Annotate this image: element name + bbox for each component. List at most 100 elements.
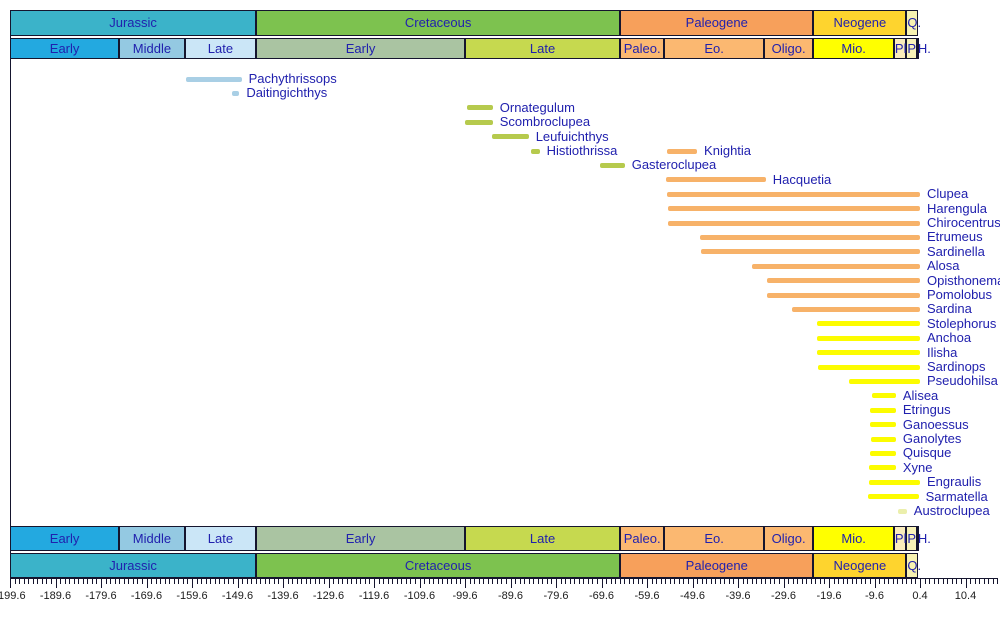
taxon-label: Harengula <box>927 200 987 216</box>
taxon-range-bar <box>699 234 920 240</box>
axis-minor-tick <box>992 578 994 584</box>
axis-minor-tick <box>424 578 426 584</box>
axis-minor-tick <box>997 578 999 584</box>
axis-minor-tick <box>674 578 676 584</box>
taxon-range-bar <box>667 148 698 154</box>
axis-minor-tick <box>883 578 885 584</box>
period-band-label: Q. <box>907 15 922 30</box>
axis-minor-tick <box>269 578 271 584</box>
axis-minor-tick <box>319 578 321 584</box>
epoch-band-early: Early <box>256 526 465 551</box>
axis-minor-tick <box>983 578 985 584</box>
taxon-label: Quisque <box>902 445 952 461</box>
axis-minor-tick <box>369 578 371 584</box>
axis-minor-tick <box>23 578 25 584</box>
axis-minor-tick <box>533 578 535 584</box>
epoch-band-pl: Pl <box>893 38 906 59</box>
axis-minor-tick <box>132 578 134 584</box>
axis-major-tick <box>465 578 466 588</box>
axis-minor-tick <box>342 578 344 584</box>
epoch-band-late: Late <box>465 38 621 59</box>
axis-minor-tick <box>988 578 990 584</box>
epoch-band-label: Pl <box>894 531 907 546</box>
taxon-range-bar <box>665 177 766 183</box>
axis-minor-tick <box>232 578 234 584</box>
taxon-label: Ornategulum <box>499 99 575 115</box>
axis-tick-label: -169.6 <box>130 590 163 602</box>
axis-minor-tick <box>979 578 981 584</box>
axis-minor-tick <box>546 578 548 584</box>
axis-minor-tick <box>633 578 635 584</box>
axis-minor-tick <box>960 578 962 584</box>
axis-minor-tick <box>187 578 189 584</box>
axis-tick-label: 10.4 <box>954 590 977 602</box>
axis-minor-tick <box>833 578 835 584</box>
axis-minor-tick <box>592 578 594 584</box>
axis-minor-tick <box>196 578 198 584</box>
epoch-band-h: H. <box>916 38 931 59</box>
axis-minor-tick <box>114 578 116 584</box>
axis-tick-label: -139.6 <box>267 590 299 602</box>
axis-minor-tick <box>501 578 503 584</box>
axis-minor-tick <box>956 578 958 584</box>
axis-minor-tick <box>433 578 435 584</box>
axis-minor-tick <box>687 578 689 584</box>
axis-tick-label: -109.6 <box>403 590 436 602</box>
period-band-cretaceous: Cretaceous <box>256 553 621 578</box>
axis-major-tick <box>192 578 193 588</box>
axis-minor-tick <box>19 578 21 584</box>
axis-minor-tick <box>733 578 735 584</box>
taxon-range-bar <box>848 378 920 384</box>
axis-minor-tick <box>460 578 462 584</box>
axis-major-tick <box>146 578 148 588</box>
axis-minor-tick <box>933 578 935 584</box>
axis-minor-tick <box>765 578 767 584</box>
axis-minor-tick <box>128 578 130 584</box>
axis-major-tick <box>647 578 648 588</box>
epoch-band-paleo: Paleo. <box>620 526 665 551</box>
period-band-jurassic: Jurassic <box>10 553 257 578</box>
axis-minor-tick <box>656 578 658 584</box>
axis-minor-tick <box>173 578 175 584</box>
taxon-label: Ganoessus <box>902 416 969 432</box>
axis-minor-tick <box>724 578 726 584</box>
taxon-label: Alisea <box>902 387 939 403</box>
axis-tick-label: -99.6 <box>452 590 478 602</box>
taxon-range-bar <box>766 278 920 284</box>
axis-minor-tick <box>228 578 230 584</box>
left-axis-line <box>10 10 11 578</box>
taxon-range-bar <box>817 364 920 370</box>
epoch-band-label: Late <box>207 531 234 546</box>
period-band-label: Q. <box>907 558 922 573</box>
axis-minor-tick <box>565 578 567 584</box>
axis-minor-tick <box>305 578 307 584</box>
taxon-range-bar <box>766 292 920 298</box>
axis-major-tick <box>55 578 57 588</box>
axis-minor-tick <box>64 578 66 584</box>
taxon-label: Leufuichthys <box>535 128 609 144</box>
epoch-band-label: Oligo. <box>771 41 806 56</box>
axis-baseline <box>10 578 998 579</box>
axis-minor-tick <box>310 578 312 584</box>
axis-minor-tick <box>410 578 412 584</box>
axis-minor-tick <box>797 578 799 584</box>
axis-minor-tick <box>624 578 626 584</box>
axis-minor-tick <box>32 578 34 584</box>
period-band-neogene: Neogene <box>813 553 907 578</box>
axis-minor-tick <box>46 578 48 584</box>
axis-minor-tick <box>119 578 121 584</box>
axis-major-tick <box>10 578 11 588</box>
axis-minor-tick <box>41 578 43 584</box>
epoch-band-label: H. <box>917 41 931 56</box>
axis-minor-tick <box>296 578 298 584</box>
axis-minor-tick <box>528 578 530 584</box>
axis-minor-tick <box>542 578 544 584</box>
epoch-band-label: Early <box>345 531 376 546</box>
axis-major-tick <box>374 578 375 588</box>
epoch-band-early: Early <box>256 38 465 59</box>
axis-minor-tick <box>160 578 162 584</box>
axis-minor-tick <box>806 578 808 584</box>
epoch-band-label: Paleo. <box>623 531 661 546</box>
taxon-range-bar <box>870 436 896 442</box>
axis-minor-tick <box>569 578 571 584</box>
